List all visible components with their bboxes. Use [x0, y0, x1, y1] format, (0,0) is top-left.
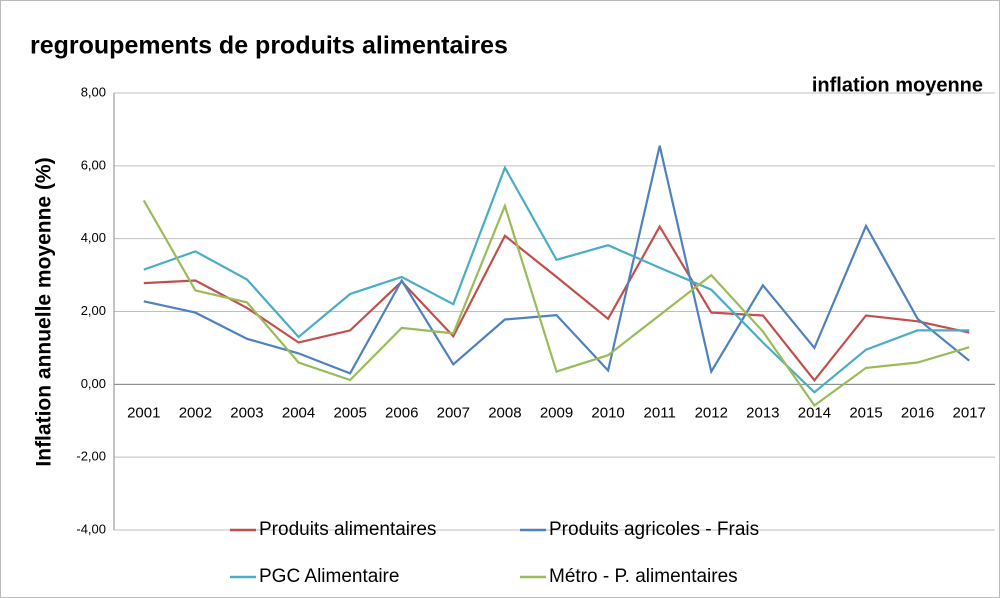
series-line: [143, 224, 970, 383]
chart-subtitle: inflation moyenne: [812, 74, 983, 96]
y-tick-label: 2,00: [81, 303, 106, 318]
legend-label: Produits agricoles - Frais: [549, 519, 759, 540]
x-tick-label: 2006: [385, 404, 418, 421]
x-tick-label: 2008: [488, 404, 521, 421]
x-tick-label: 2016: [901, 404, 934, 421]
series-line: [143, 165, 970, 394]
legend-label: Produits alimentaires: [259, 519, 436, 540]
x-tick-label: 2004: [282, 404, 315, 421]
x-tick-label: 2013: [746, 404, 779, 421]
x-tick-label: 2011: [644, 404, 676, 421]
y-tick-label: -4,00: [76, 521, 106, 536]
series-line: [143, 145, 970, 375]
y-tick-label: 6,00: [81, 157, 106, 172]
y-tick-label: 0,00: [81, 376, 106, 391]
x-tick-label: 2014: [798, 404, 831, 421]
y-tick-label: 8,00: [81, 84, 106, 99]
x-tick-label: 2009: [540, 404, 573, 421]
x-tick-label: 2010: [591, 404, 624, 421]
y-tick-label: 4,00: [81, 230, 106, 245]
chart-title: regroupements de produits alimentaires: [30, 32, 508, 60]
y-axis-label: Inflation annuelle moyenne (%): [33, 157, 56, 466]
x-tick-label: 2015: [849, 404, 882, 421]
x-tick-label: 2002: [179, 404, 212, 421]
legend-label: PGC Alimentaire: [259, 566, 399, 587]
x-tick-label: 2005: [333, 404, 366, 421]
legend-label: Métro - P. alimentaires: [549, 566, 738, 587]
x-tick-label: 2003: [230, 404, 263, 421]
x-tick-label: 2012: [695, 404, 728, 421]
x-tick-label: 2001: [127, 404, 160, 421]
x-tick-label: 2017: [953, 404, 986, 421]
y-tick-label: -2,00: [76, 449, 106, 464]
x-tick-label: 2007: [437, 404, 470, 421]
series-line: [142, 199, 970, 408]
